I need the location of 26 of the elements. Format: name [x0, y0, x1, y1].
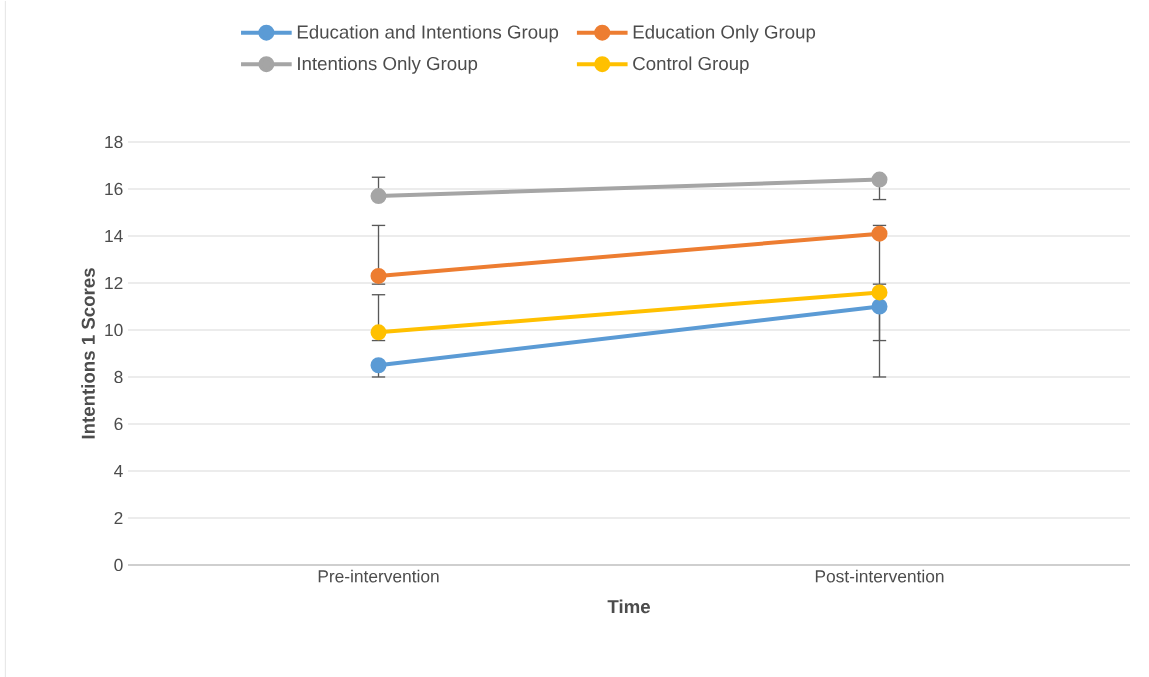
legend-label: Education and Intentions Group — [297, 24, 559, 43]
point — [370, 187, 387, 204]
legend-label: Intentions Only Group — [298, 56, 478, 74]
point — [370, 267, 387, 284]
legend-label: Education Only Group — [633, 24, 816, 43]
y-tick-label: 0 — [114, 558, 123, 571]
x-tick-label: Post-intervention — [815, 569, 944, 583]
point — [871, 298, 888, 315]
y-tick-label: 4 — [114, 464, 123, 477]
y-tick-label: 2 — [114, 511, 123, 524]
y-tick-label: 6 — [114, 417, 123, 430]
point — [871, 171, 888, 188]
point — [871, 225, 888, 242]
y-tick-label: 16 — [105, 182, 123, 195]
x-axis-title: Time — [607, 599, 650, 614]
point — [370, 324, 387, 341]
point — [871, 284, 888, 301]
point — [370, 357, 387, 374]
x-tick-label: Pre-intervention — [318, 569, 439, 583]
legend-label: Control Group — [633, 56, 749, 74]
y-tick-label: 10 — [105, 323, 123, 336]
y-tick-label: 8 — [114, 370, 123, 383]
y-tick-label: 12 — [105, 276, 123, 289]
y-axis-title: Intentions 1 Scores — [81, 268, 95, 439]
y-tick-label: 18 — [105, 135, 123, 148]
y-tick-label: 14 — [105, 229, 123, 242]
